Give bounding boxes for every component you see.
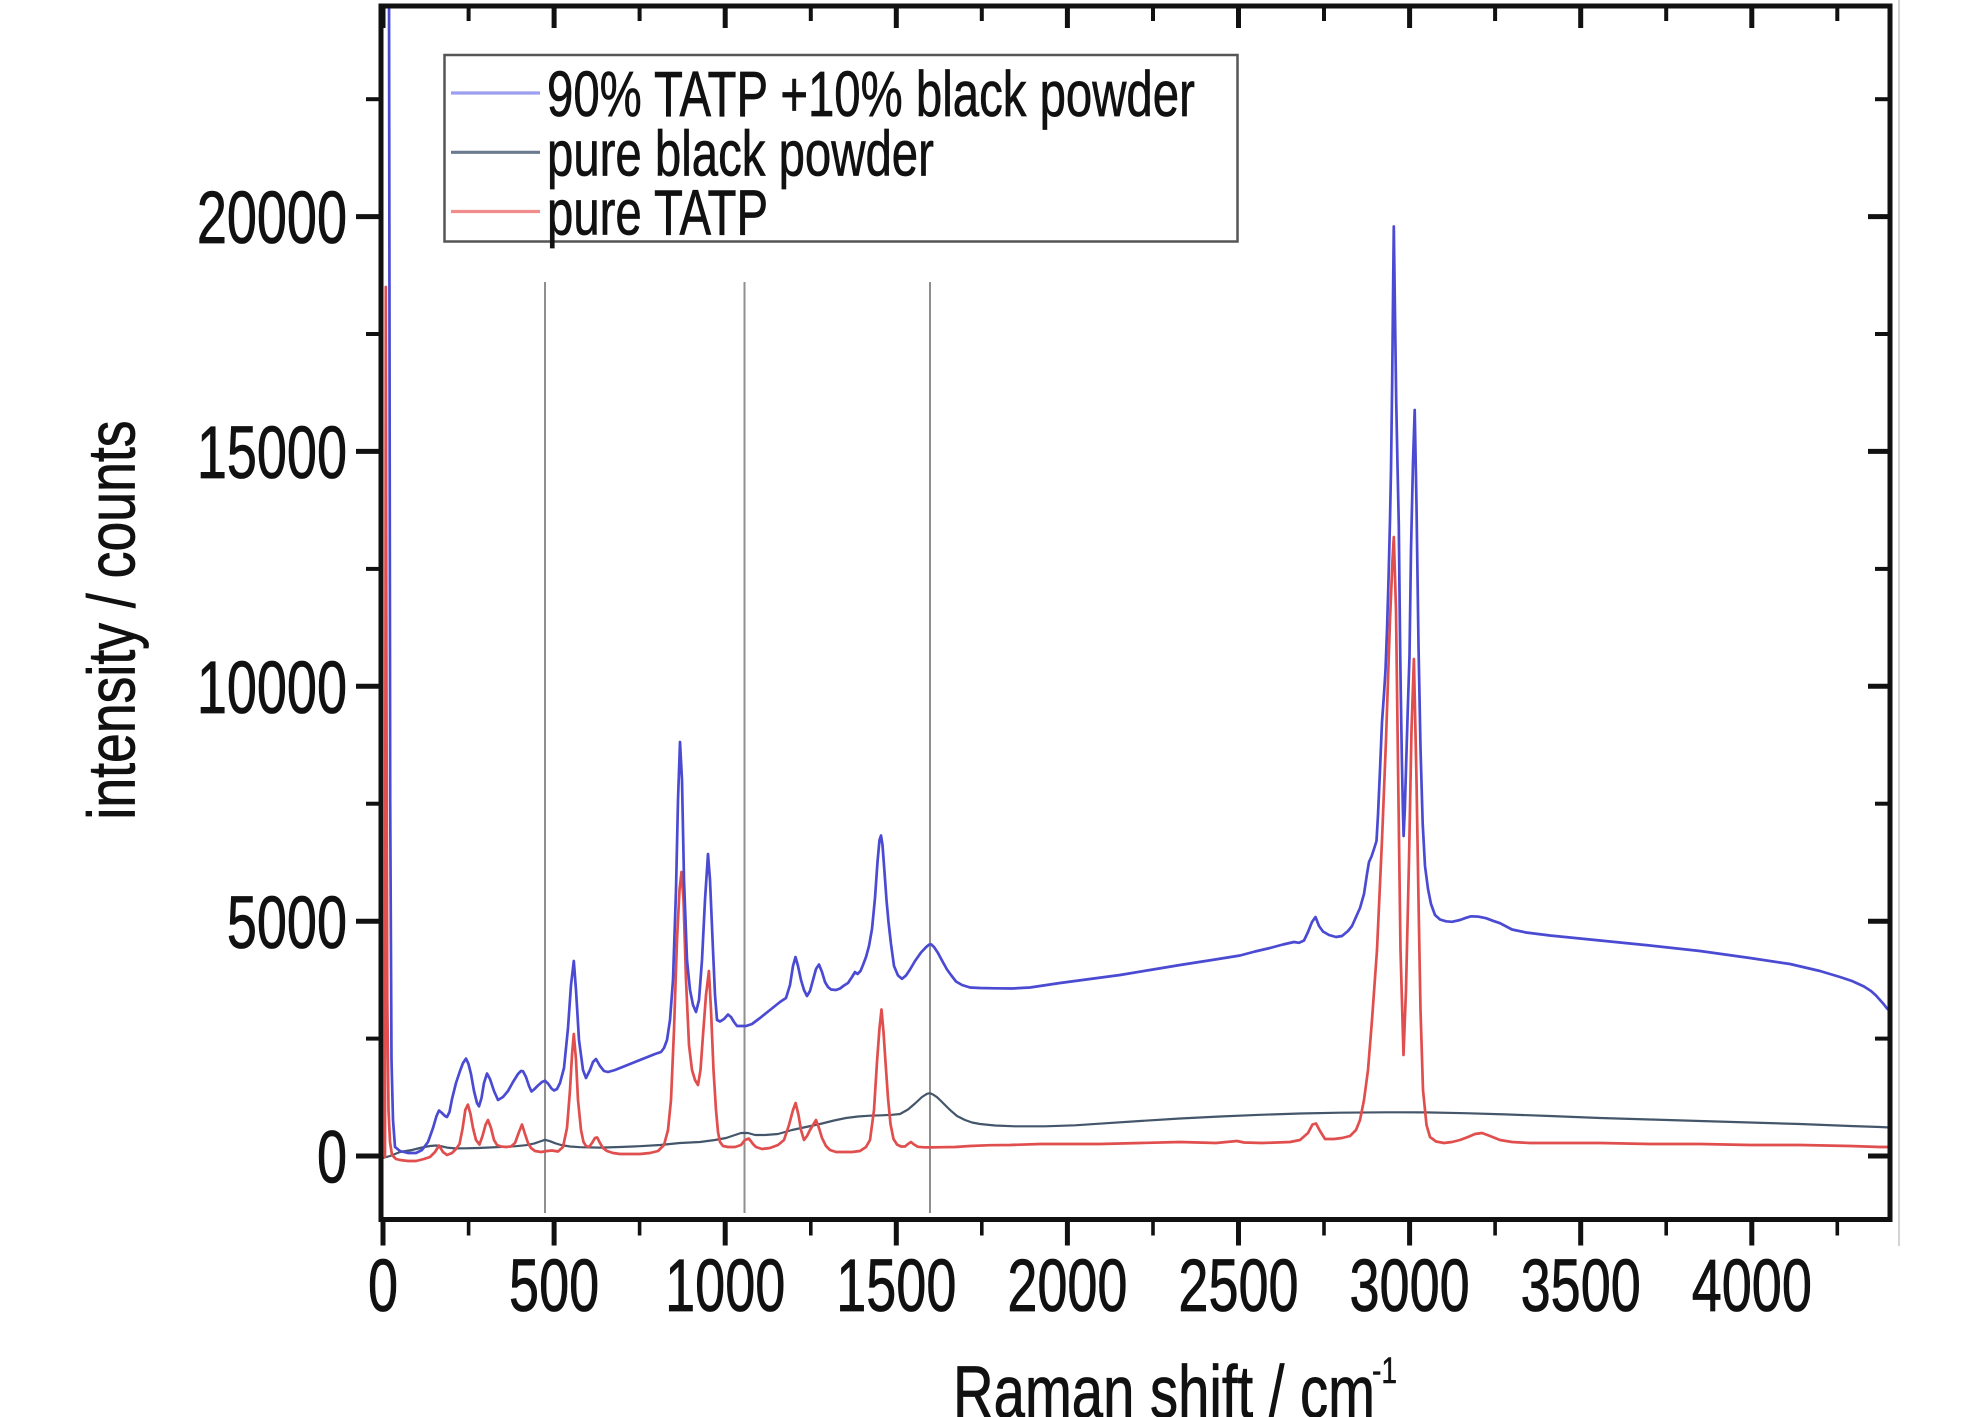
svg-text:intensity / counts: intensity / counts [74,420,149,819]
svg-text:Raman shift / cm: Raman shift / cm [953,1351,1375,1417]
svg-text:pure TATP: pure TATP [547,177,768,249]
svg-text:2500: 2500 [1178,1244,1298,1327]
svg-text:0: 0 [317,1115,347,1198]
svg-text:0: 0 [368,1244,398,1327]
svg-text:15000: 15000 [197,411,347,494]
svg-text:90% TATP +10% black powder: 90% TATP +10% black powder [547,58,1195,130]
svg-text:2000: 2000 [1007,1244,1127,1327]
svg-text:1500: 1500 [836,1244,956,1327]
svg-text:pure black powder: pure black powder [547,117,934,189]
svg-text:3500: 3500 [1521,1244,1641,1327]
svg-text:20000: 20000 [197,176,347,259]
svg-text:-1: -1 [1372,1349,1397,1391]
svg-text:10000: 10000 [197,646,347,729]
svg-text:4000: 4000 [1692,1244,1812,1327]
svg-text:500: 500 [509,1244,599,1327]
svg-text:5000: 5000 [227,880,347,963]
svg-text:1000: 1000 [665,1244,785,1327]
svg-text:3000: 3000 [1350,1244,1470,1327]
